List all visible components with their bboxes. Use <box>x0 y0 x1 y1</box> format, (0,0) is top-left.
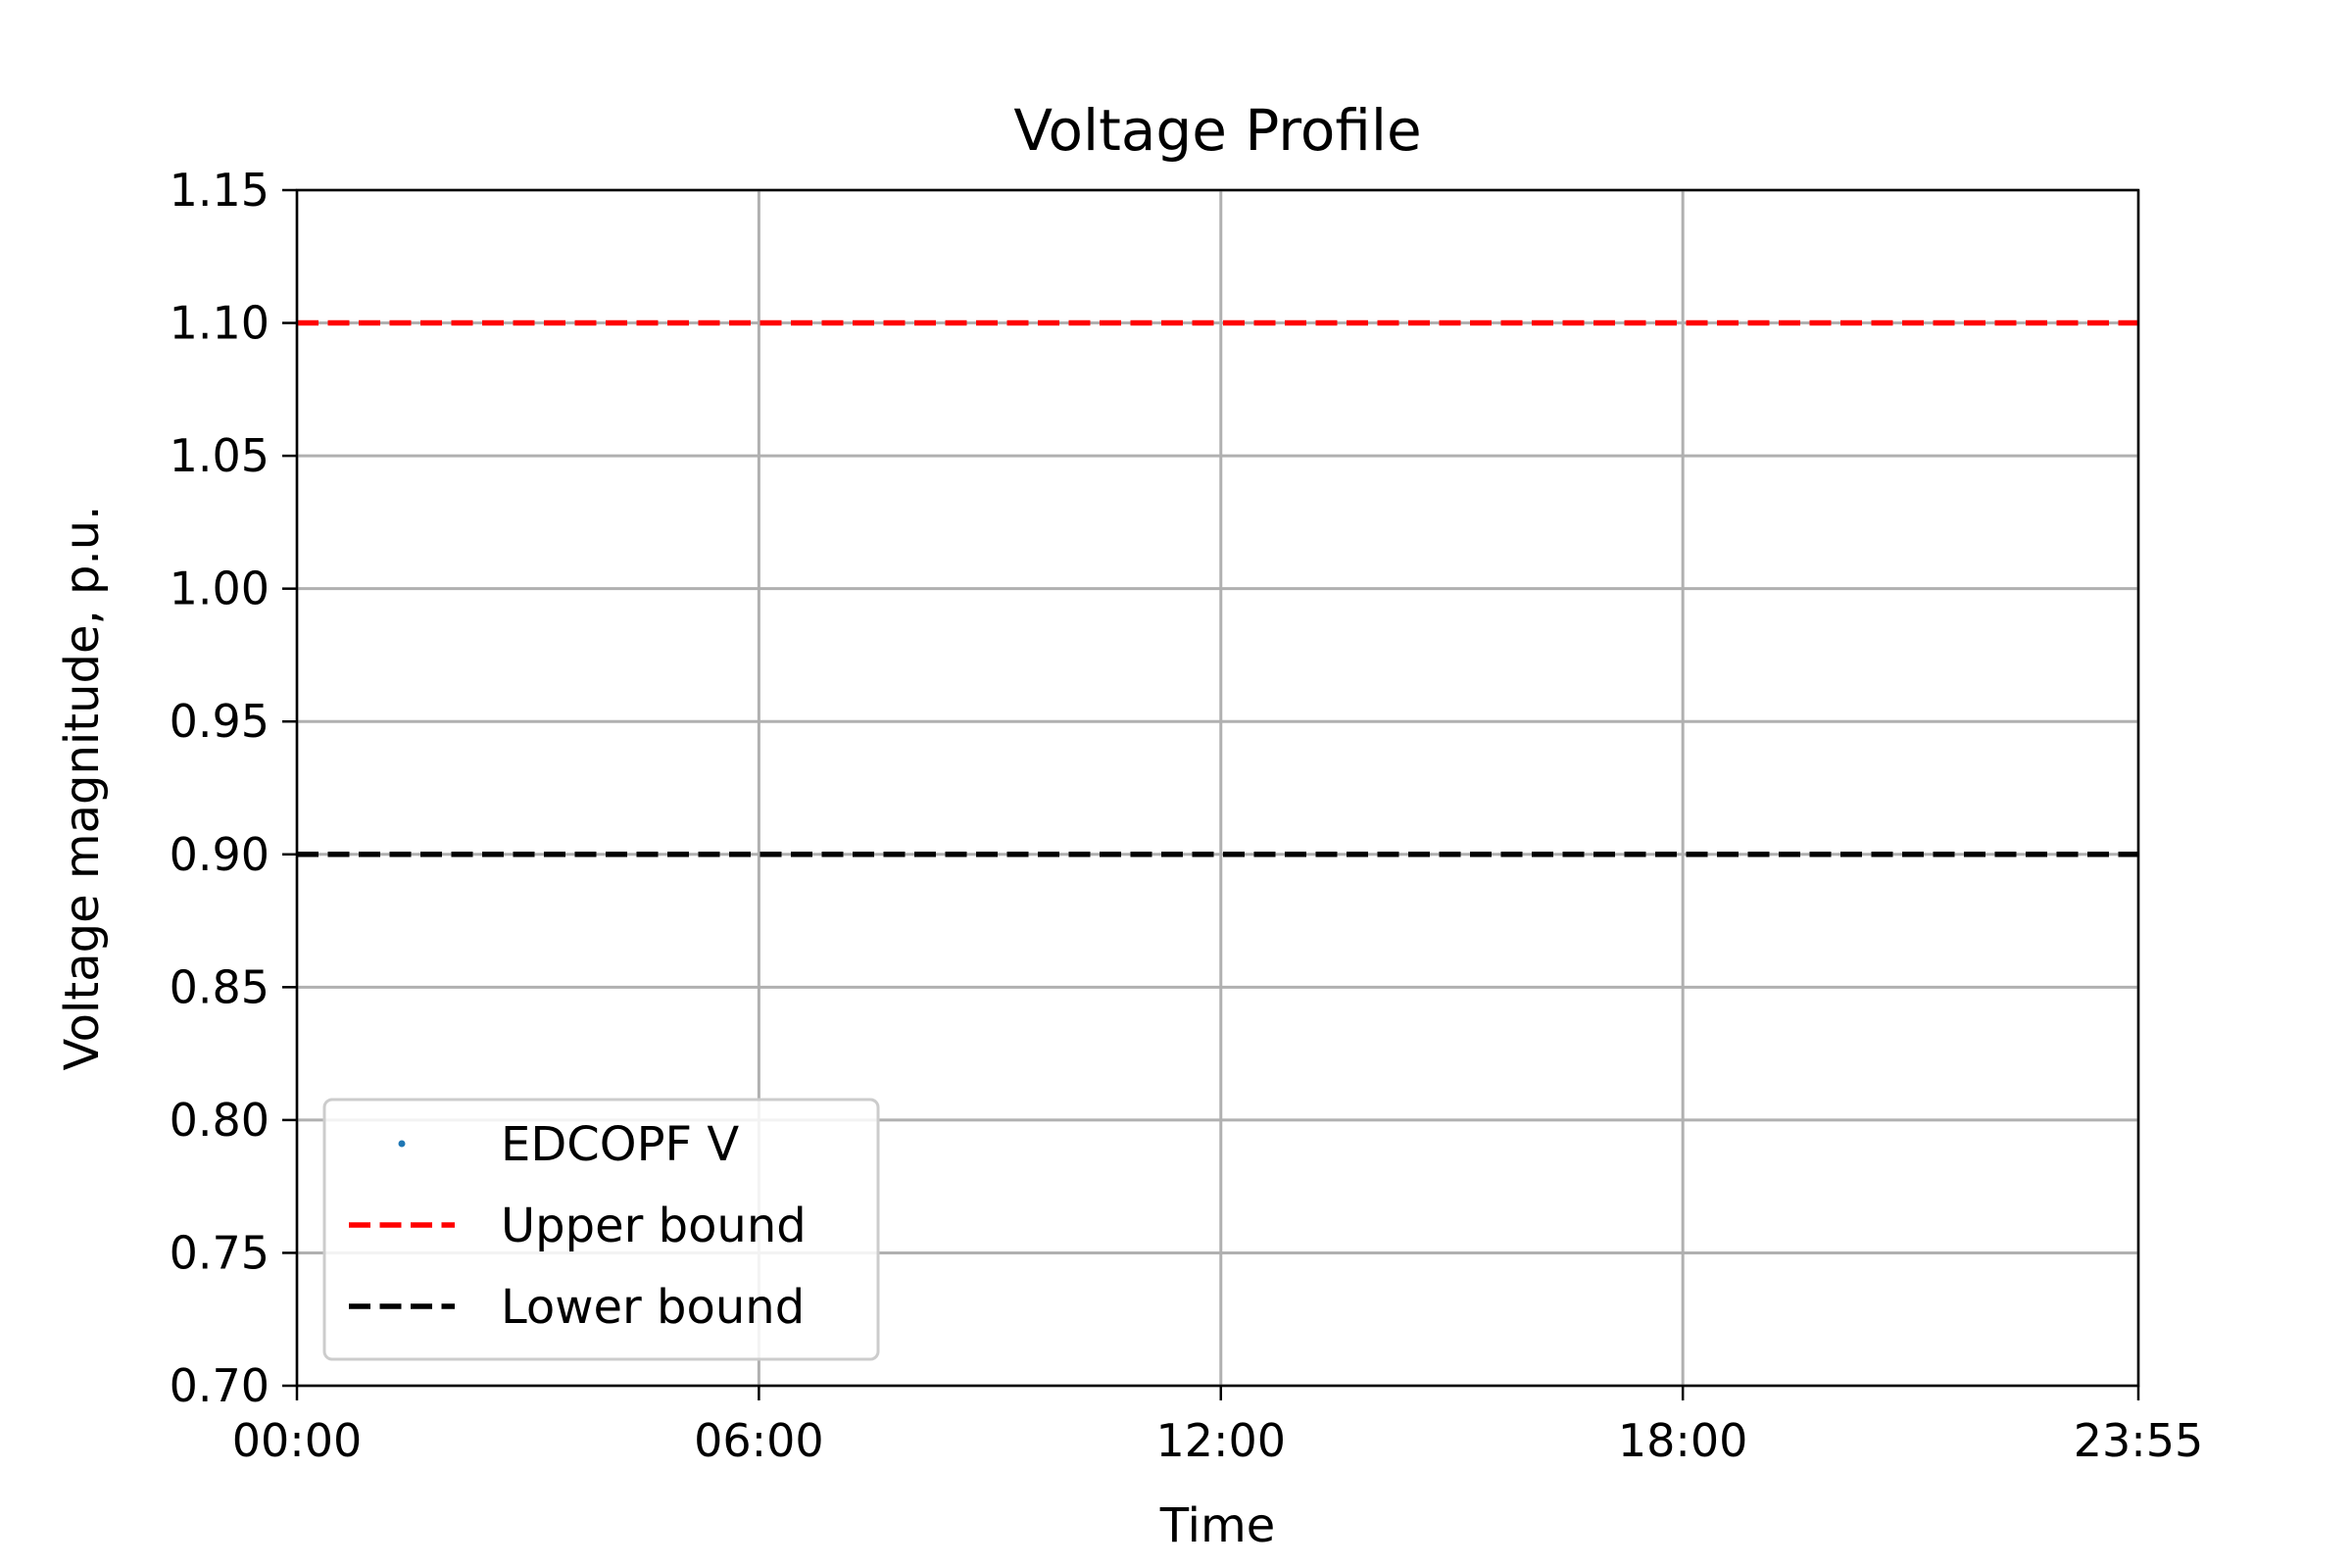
x-tick-label: 18:00 <box>1618 1414 1748 1467</box>
x-tick-label: 12:00 <box>1155 1414 1286 1467</box>
legend-label: Upper bound <box>501 1199 807 1253</box>
x-axis-label: Time <box>1159 1498 1275 1553</box>
chart-title: Voltage Profile <box>1013 97 1421 164</box>
y-axis-label: Voltage magnitude, p.u. <box>55 506 110 1071</box>
y-tick-label: 0.70 <box>170 1359 270 1412</box>
legend-label: EDCOPF V <box>501 1117 739 1172</box>
y-tick-label: 1.10 <box>170 297 270 350</box>
y-tick-label: 1.15 <box>170 164 270 217</box>
legend: EDCOPF V Upper bound Lower bound <box>322 1098 880 1361</box>
plot-area-frame <box>295 188 2140 1388</box>
y-tick-label: 0.90 <box>170 828 270 881</box>
x-tick-label: 00:00 <box>232 1414 363 1467</box>
y-tick-label: 0.95 <box>170 695 270 748</box>
y-tick-label: 1.00 <box>170 563 270 615</box>
y-tick-label: 0.85 <box>170 960 270 1013</box>
y-tick-label: 0.75 <box>170 1226 270 1279</box>
x-tick-label: 06:00 <box>694 1414 824 1467</box>
legend-label: Lower bound <box>501 1280 805 1335</box>
y-tick-label: 0.80 <box>170 1094 270 1147</box>
legend-swatch <box>398 1140 406 1148</box>
legend-box <box>322 1098 880 1361</box>
x-tick-label: 23:55 <box>2074 1414 2204 1467</box>
axis-ticks: 0.70 0.75 0.80 0.85 0.90 0.95 1.00 1.05 1.10 1.15… <box>170 164 2204 1467</box>
y-tick-label: 1.05 <box>170 429 270 482</box>
